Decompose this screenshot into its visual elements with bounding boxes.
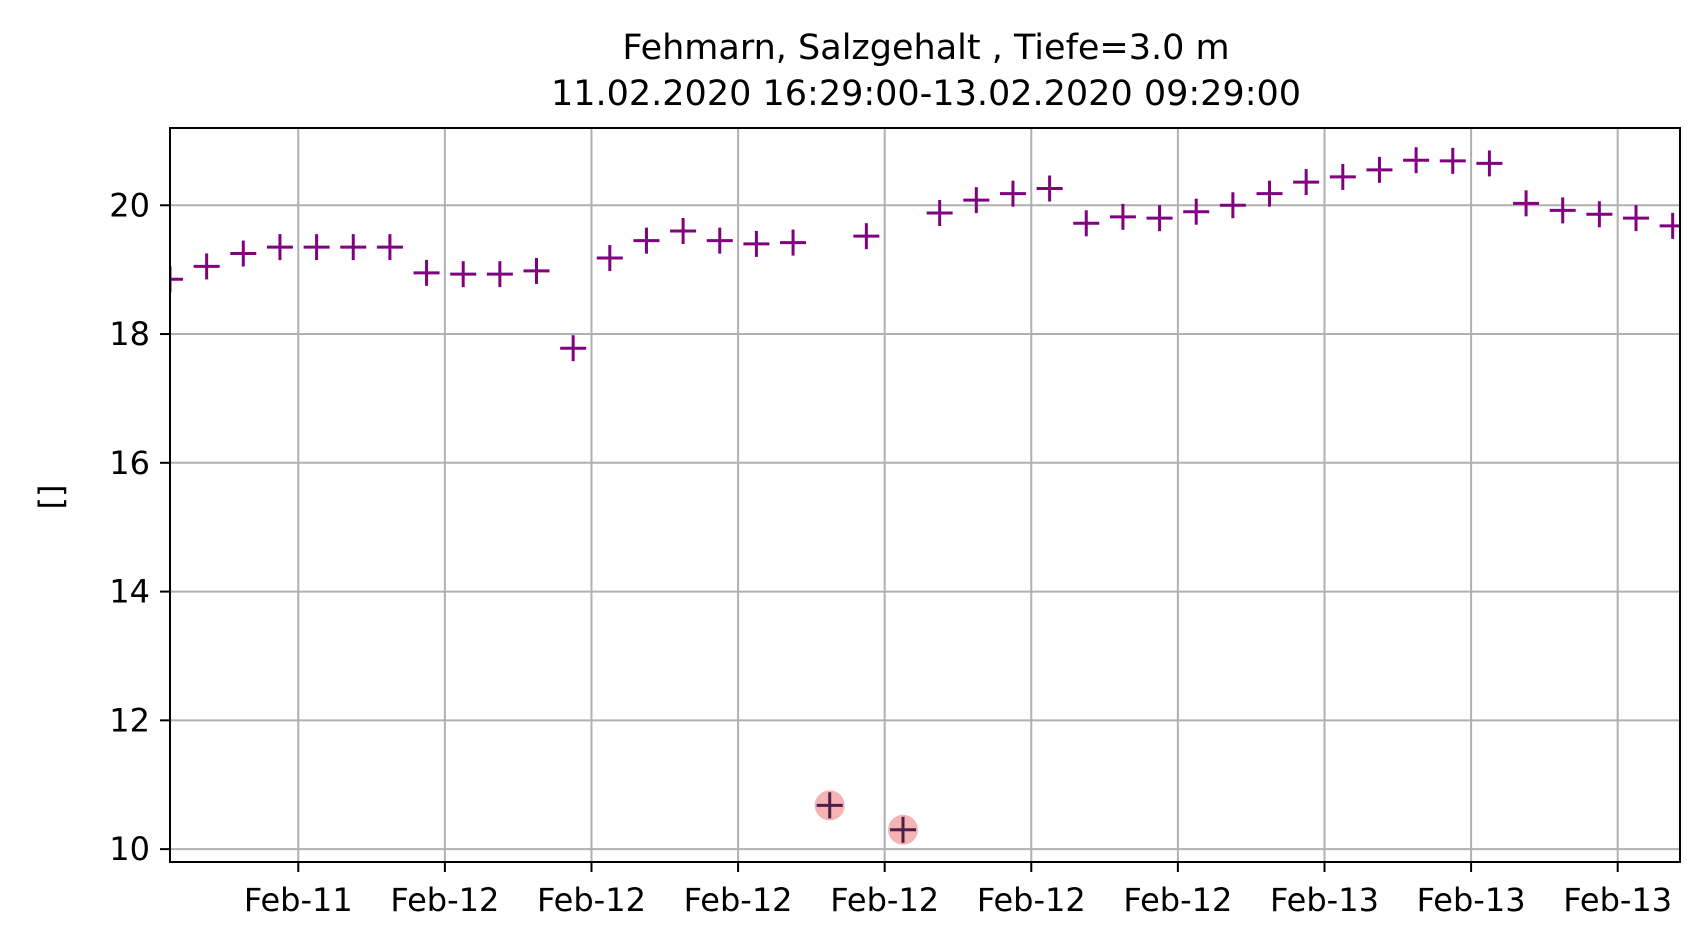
x-tick-label: Feb-12: [977, 881, 1086, 919]
data-point: [170, 266, 183, 293]
axis-ticks: 10 12 14 16 18 20 Feb-11 Feb-12 Feb-12 Feb-12 Feb-…: [109, 186, 1672, 919]
y-tick-label: 20: [109, 186, 150, 224]
data-point: [230, 240, 257, 267]
y-tick-label: 16: [109, 444, 150, 482]
x-tick-label: Feb-12: [684, 881, 793, 919]
data-point: [450, 261, 477, 288]
grid-lines: [170, 128, 1680, 862]
data-point: [706, 227, 733, 254]
data-point: [1183, 198, 1210, 225]
chart-subtitle: 11.02.2020 16:29:00-13.02.2020 09:29:00: [551, 74, 1301, 114]
data-point: [1329, 163, 1356, 190]
data-point: [193, 253, 220, 280]
data-point: [1219, 192, 1246, 219]
data-point: [303, 234, 330, 261]
data-point: [340, 234, 367, 261]
data-point: [853, 223, 880, 250]
data-point: [1623, 205, 1650, 232]
data-point: [1256, 180, 1283, 207]
data-point: [413, 259, 440, 286]
data-point: [1549, 197, 1576, 224]
data-point: [963, 187, 990, 214]
data-point: [1476, 150, 1503, 177]
data-point: [1513, 190, 1540, 217]
data-point: [1146, 205, 1173, 232]
data-point: [266, 234, 293, 261]
data-point: [1036, 175, 1063, 202]
plot-frame: [169, 127, 1681, 863]
y-tick-label: 12: [109, 701, 150, 739]
data-point: [1403, 147, 1430, 174]
data-point: [780, 229, 807, 256]
data-point: [1109, 203, 1136, 230]
y-tick-label: 10: [109, 830, 150, 868]
data-point: [999, 180, 1026, 207]
y-axis-label: []: [32, 485, 70, 510]
x-tick-label: Feb-12: [390, 881, 499, 919]
data-point: [1293, 169, 1320, 196]
data-point: [596, 245, 623, 272]
x-tick-label: Feb-12: [830, 881, 939, 919]
data-point: [670, 218, 697, 245]
data-point: [1659, 212, 1680, 239]
y-tick-label: 18: [109, 315, 150, 353]
x-tick-label: Feb-13: [1417, 881, 1526, 919]
data-point: [1366, 156, 1393, 183]
x-tick-label: Feb-11: [244, 881, 353, 919]
data-point: [633, 227, 660, 254]
data-point: [1073, 210, 1100, 237]
data-point: [1439, 147, 1466, 174]
data-point: [890, 816, 917, 843]
x-tick-label: Feb-12: [1123, 881, 1232, 919]
data-point: [926, 199, 953, 226]
data-point: [743, 230, 770, 257]
data-point: [816, 792, 843, 819]
data-points: [170, 147, 1680, 843]
data-point: [523, 257, 550, 284]
y-tick-label: 14: [109, 573, 150, 611]
data-point: [376, 234, 403, 261]
chart-title: Fehmarn, Salzgehalt , Tiefe=3.0 m: [622, 28, 1229, 68]
data-point: [1586, 201, 1613, 228]
x-tick-label: Feb-13: [1563, 881, 1672, 919]
data-point: [486, 261, 513, 288]
x-tick-label: Feb-13: [1270, 881, 1379, 919]
x-tick-label: Feb-12: [537, 881, 646, 919]
data-point: [560, 335, 587, 362]
